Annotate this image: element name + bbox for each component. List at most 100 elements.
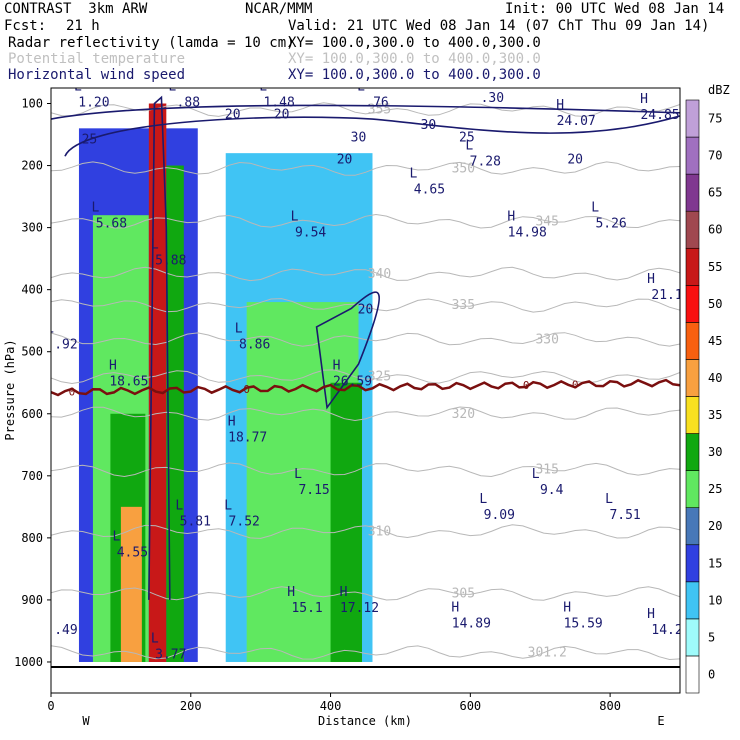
y-tick-label-800: 800 bbox=[21, 531, 43, 545]
extremum-type-9: L bbox=[92, 200, 100, 215]
extremum-type-15: L bbox=[235, 321, 243, 336]
extremum-type-6: H bbox=[640, 92, 648, 107]
theta-line-350 bbox=[51, 161, 680, 176]
theta-line-310 bbox=[51, 524, 680, 539]
extremum-value-29: 14.89 bbox=[452, 617, 491, 632]
colorbar-label-20: 20 bbox=[708, 519, 722, 533]
extremum-value-30: 15.59 bbox=[564, 617, 603, 632]
wind-contour-3 bbox=[315, 291, 380, 410]
extremum-type-22: L bbox=[175, 498, 183, 513]
wind-contour-label-5: 20 bbox=[567, 152, 583, 167]
y-tick-label-400: 400 bbox=[21, 283, 43, 297]
plot-frame bbox=[50, 87, 681, 694]
field-name-wind: Horizontal wind speed bbox=[8, 67, 186, 83]
extremum-value-31: 14.2 bbox=[651, 623, 682, 638]
extremum-type-16: L bbox=[46, 321, 54, 336]
wind-contour-label-3: 25 bbox=[82, 133, 98, 148]
field-xy-wind: XY= 100.0,300.0 to 400.0,300.0 bbox=[288, 67, 541, 83]
extremum-value-25: 7.51 bbox=[609, 508, 640, 523]
colorbar-swatch-40 bbox=[685, 359, 700, 397]
y-tick-label-900: 900 bbox=[21, 593, 43, 607]
extremum-value-9: 5.68 bbox=[96, 216, 127, 231]
extremum-value-27: 15.1 bbox=[291, 601, 322, 616]
colorbar: dBZ 0 5 10 15 20 25 30 35 40 45 50 55 60 65 70 75 bbox=[685, 83, 730, 694]
extremum-value-10: 9.54 bbox=[295, 226, 326, 241]
extremum-type-25: L bbox=[605, 492, 613, 507]
extremum-value-7: 7.28 bbox=[470, 154, 501, 169]
extremum-type-4: L bbox=[472, 75, 480, 90]
extremum-value-33: 3.77 bbox=[155, 648, 186, 663]
theta-line-330 bbox=[51, 332, 680, 347]
zero-line-label-3: 0 bbox=[572, 378, 579, 391]
colorbar-label-30: 30 bbox=[708, 445, 722, 459]
y-tick-label-200: 200 bbox=[21, 159, 43, 173]
valid-time: Valid: 21 UTC Wed 08 Jan 14 (07 ChT Thu … bbox=[288, 18, 710, 34]
east-label: E bbox=[657, 714, 664, 728]
extremum-type-11: H bbox=[507, 210, 515, 225]
x-tick-label-200: 200 bbox=[180, 699, 202, 713]
zero-line-label-2: 0 bbox=[523, 379, 530, 392]
extremum-value-13: 5.88 bbox=[155, 254, 186, 269]
extremum-type-0: L bbox=[74, 79, 82, 94]
extremum-type-10: L bbox=[291, 210, 299, 225]
field-xy-theta: XY= 100.0,300.0 to 400.0,300.0 bbox=[288, 51, 541, 67]
theta-label-350: 350 bbox=[452, 162, 475, 177]
colorbar-label-15: 15 bbox=[708, 556, 722, 570]
colorbar-label-75: 75 bbox=[708, 112, 722, 126]
extremum-value-1: .88 bbox=[177, 95, 200, 110]
extremum-value-12: 5.26 bbox=[595, 216, 626, 231]
colorbar-label-45: 45 bbox=[708, 334, 722, 348]
field-name-theta: Potential temperature bbox=[8, 51, 186, 67]
theta-line-315 bbox=[51, 462, 680, 478]
y-axis-label: Pressure (hPa) bbox=[3, 339, 17, 440]
extremum-type-24: L bbox=[479, 492, 487, 507]
colorbar-label-0: 0 bbox=[708, 667, 715, 681]
west-label: W bbox=[82, 714, 90, 728]
colorbar-label-25: 25 bbox=[708, 482, 722, 496]
extremum-value-18: 26.59 bbox=[333, 375, 372, 390]
extremum-type-26: L bbox=[112, 529, 120, 544]
theta-label-301.2: 301.2 bbox=[528, 646, 567, 661]
extremum-value-4: .30 bbox=[481, 91, 504, 106]
extremum-type-30: H bbox=[563, 601, 571, 616]
extremum-type-7: L bbox=[465, 138, 473, 153]
extremum-type-31: H bbox=[647, 607, 655, 622]
colorbar-label-40: 40 bbox=[708, 371, 722, 385]
extremum-type-33: L bbox=[151, 632, 159, 647]
reflectivity-column-3 bbox=[330, 382, 363, 662]
zero-line-label-0: 0 bbox=[69, 386, 76, 399]
reflectivity-layer bbox=[78, 103, 373, 662]
theta-label-310: 310 bbox=[368, 525, 391, 540]
init-time: Init: 00 UTC Wed 08 Jan 14 bbox=[505, 1, 725, 17]
extremum-value-2: 1.48 bbox=[263, 95, 294, 110]
extremum-type-18: H bbox=[333, 359, 341, 374]
colorbar-swatch-35 bbox=[685, 396, 700, 434]
field-name-reflectivity: Radar reflectivity (lamda = 10 cm) bbox=[8, 35, 295, 51]
colorbar-label-50: 50 bbox=[708, 297, 722, 311]
colorbar-swatch-20 bbox=[685, 507, 700, 546]
theta-line-340 bbox=[51, 266, 680, 282]
extremum-value-3: .76 bbox=[365, 95, 388, 110]
extremum-type-21: L bbox=[532, 467, 540, 482]
zero-line: 0 0 0 0 bbox=[51, 378, 680, 399]
extremum-type-12: L bbox=[591, 200, 599, 215]
extremum-type-8: L bbox=[409, 166, 417, 181]
extremum-type-28: H bbox=[340, 585, 348, 600]
colorbar-label-10: 10 bbox=[708, 593, 722, 607]
x-tick-label-800: 800 bbox=[599, 699, 621, 713]
theta-label-305: 305 bbox=[452, 587, 475, 602]
extremum-value-19: 18.77 bbox=[228, 430, 267, 445]
colorbar-swatch-75 bbox=[685, 99, 700, 138]
extremum-value-21: 9.4 bbox=[540, 483, 564, 498]
extremum-type-27: H bbox=[287, 585, 295, 600]
wind-contour-label-1: 30 bbox=[421, 118, 437, 133]
reflectivity-column-6 bbox=[120, 506, 142, 662]
reflectivity-column-8 bbox=[166, 165, 184, 662]
colorbar-label-70: 70 bbox=[708, 149, 722, 163]
extremum-value-16: .92 bbox=[54, 337, 77, 352]
wind-contour-label-0: 20 bbox=[225, 108, 241, 123]
theta-label-345: 345 bbox=[535, 214, 558, 229]
theta-line-325 bbox=[51, 369, 680, 385]
